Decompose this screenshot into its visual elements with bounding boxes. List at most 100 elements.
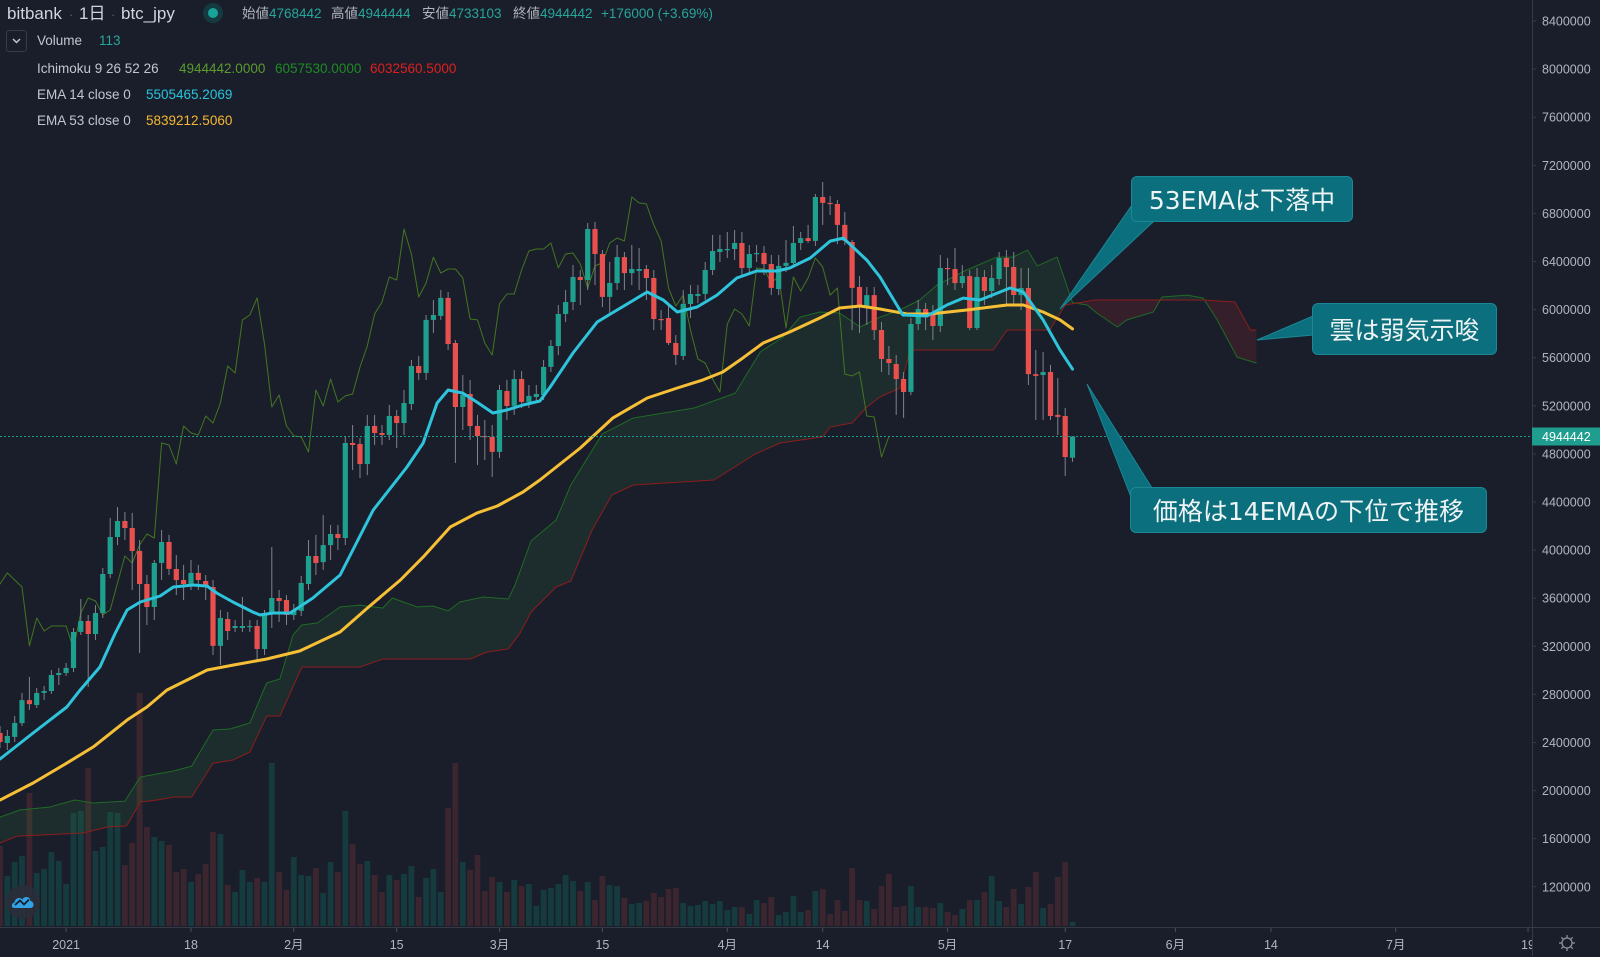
- volume-bar: [239, 870, 246, 926]
- volume-bar: [658, 897, 664, 926]
- candle: [0, 726, 3, 748]
- candle: [438, 290, 444, 320]
- volume-bar: [548, 888, 554, 926]
- volume-bar: [386, 875, 393, 926]
- candle: [4, 730, 10, 750]
- volume-bar: [1062, 862, 1069, 926]
- logo-cloud-icon: [11, 897, 34, 908]
- callout-ema53-falling[interactable]: 53EMAは下落中: [1131, 176, 1353, 222]
- candle: [798, 232, 804, 250]
- callout-price-below-ema14[interactable]: 価格は14EMAの下位で推移: [1130, 487, 1487, 533]
- volume-bar: [305, 876, 312, 926]
- candle: [577, 270, 583, 305]
- volume-bar: [1025, 887, 1032, 926]
- legend-volume-label[interactable]: Volume: [37, 33, 83, 48]
- symbol-label[interactable]: btc_jpy: [121, 4, 175, 23]
- volume-bar: [232, 892, 238, 926]
- volume-bar: [217, 834, 224, 926]
- volume-bar: [357, 864, 363, 926]
- legend-ema53-label[interactable]: EMA 53 close 0: [37, 113, 131, 128]
- candle: [908, 318, 914, 395]
- volume-bar: [952, 915, 958, 926]
- volume-bar: [202, 864, 209, 926]
- price-tick-label: 4400000: [1542, 496, 1591, 510]
- volume-bar: [379, 892, 385, 926]
- candle: [489, 425, 495, 477]
- candle: [452, 340, 458, 463]
- price-tick-label: 6800000: [1542, 207, 1591, 221]
- price-tick-label: 7200000: [1542, 159, 1591, 173]
- volume-bar: [650, 893, 657, 926]
- volume-bar: [812, 891, 819, 926]
- legend-ema53-value: 5839212.5060: [146, 113, 233, 128]
- candle: [519, 371, 525, 408]
- callout-cloud-bearish[interactable]: 雲は弱気示唆: [1312, 303, 1497, 355]
- legend-ema14-label[interactable]: EMA 14 close 0: [37, 87, 131, 102]
- candle: [34, 688, 40, 708]
- volume-bar: [540, 890, 547, 926]
- tradingview-logo[interactable]: [6, 885, 40, 919]
- candle: [100, 568, 106, 618]
- candle: [379, 425, 385, 445]
- volume-bar: [92, 851, 99, 926]
- candle: [820, 182, 826, 225]
- price-tick-label: 1600000: [1542, 832, 1591, 846]
- candle: [114, 507, 121, 546]
- candle: [217, 610, 223, 665]
- candle: [739, 232, 745, 275]
- exchange-name[interactable]: bitbank: [7, 4, 62, 23]
- candle: [834, 200, 840, 245]
- volume-bar: [856, 900, 863, 926]
- ohlc-open: 始値4768442: [242, 5, 322, 23]
- volume-bar: [349, 844, 356, 926]
- legend-ichimoku-span-b-value: 6032560.5000: [370, 61, 457, 76]
- volume-bar: [195, 874, 202, 926]
- candle: [12, 716, 18, 742]
- candle: [313, 534, 319, 575]
- volume-bar: [474, 855, 481, 926]
- volume-bar: [437, 892, 444, 926]
- volume-bar: [555, 884, 562, 926]
- candle: [812, 194, 818, 246]
- volume-bar: [48, 852, 55, 926]
- volume-bar: [224, 885, 231, 926]
- volume-bar: [746, 914, 753, 926]
- candle: [585, 223, 591, 290]
- legend-collapse-button[interactable]: [6, 30, 27, 52]
- legend-ichimoku-label[interactable]: Ichimoku 9 26 52 26: [37, 61, 159, 76]
- ema-lines[interactable]: [0, 236, 1074, 802]
- candle: [460, 375, 466, 430]
- volume-bar: [393, 880, 400, 926]
- interval-label[interactable]: 1日: [79, 4, 106, 23]
- time-tick-label: 2月: [284, 938, 303, 952]
- candle: [746, 245, 752, 275]
- header-separator: ·: [69, 7, 74, 22]
- time-axis[interactable]: 2021 18 2月 15 3月 15 4月 14 5月 17 6月 14 7月 19: [0, 927, 1600, 953]
- price-tick-label: 5200000: [1542, 399, 1591, 413]
- volume-bar: [313, 868, 319, 926]
- volume-bar: [298, 875, 305, 926]
- chart-settings-button[interactable]: [1558, 934, 1576, 952]
- ohlc-low: 安値4733103: [422, 5, 502, 23]
- candle: [166, 534, 172, 575]
- candle: [357, 438, 363, 478]
- volume-bar: [158, 841, 165, 926]
- price-tick-label: 3200000: [1542, 640, 1591, 654]
- volume-bar: [834, 900, 841, 926]
- candle: [1069, 436, 1076, 462]
- volume-bar: [144, 827, 150, 926]
- volume-bar: [1069, 921, 1076, 926]
- time-tick-label: 14: [816, 938, 830, 952]
- volume-bar: [276, 872, 282, 926]
- candlestick-series[interactable]: [0, 182, 1076, 750]
- price-axis[interactable]: 8400000 8000000 7600000 7200000 6800000 64000…: [1532, 0, 1600, 956]
- volume-bar: [570, 881, 576, 926]
- volume-bar: [41, 869, 47, 926]
- volume-bar: [481, 891, 488, 926]
- volume-bar: [342, 811, 349, 926]
- header-separator: ·: [111, 7, 116, 22]
- volume-bar: [577, 891, 584, 926]
- candle: [952, 248, 958, 290]
- candle: [607, 262, 613, 315]
